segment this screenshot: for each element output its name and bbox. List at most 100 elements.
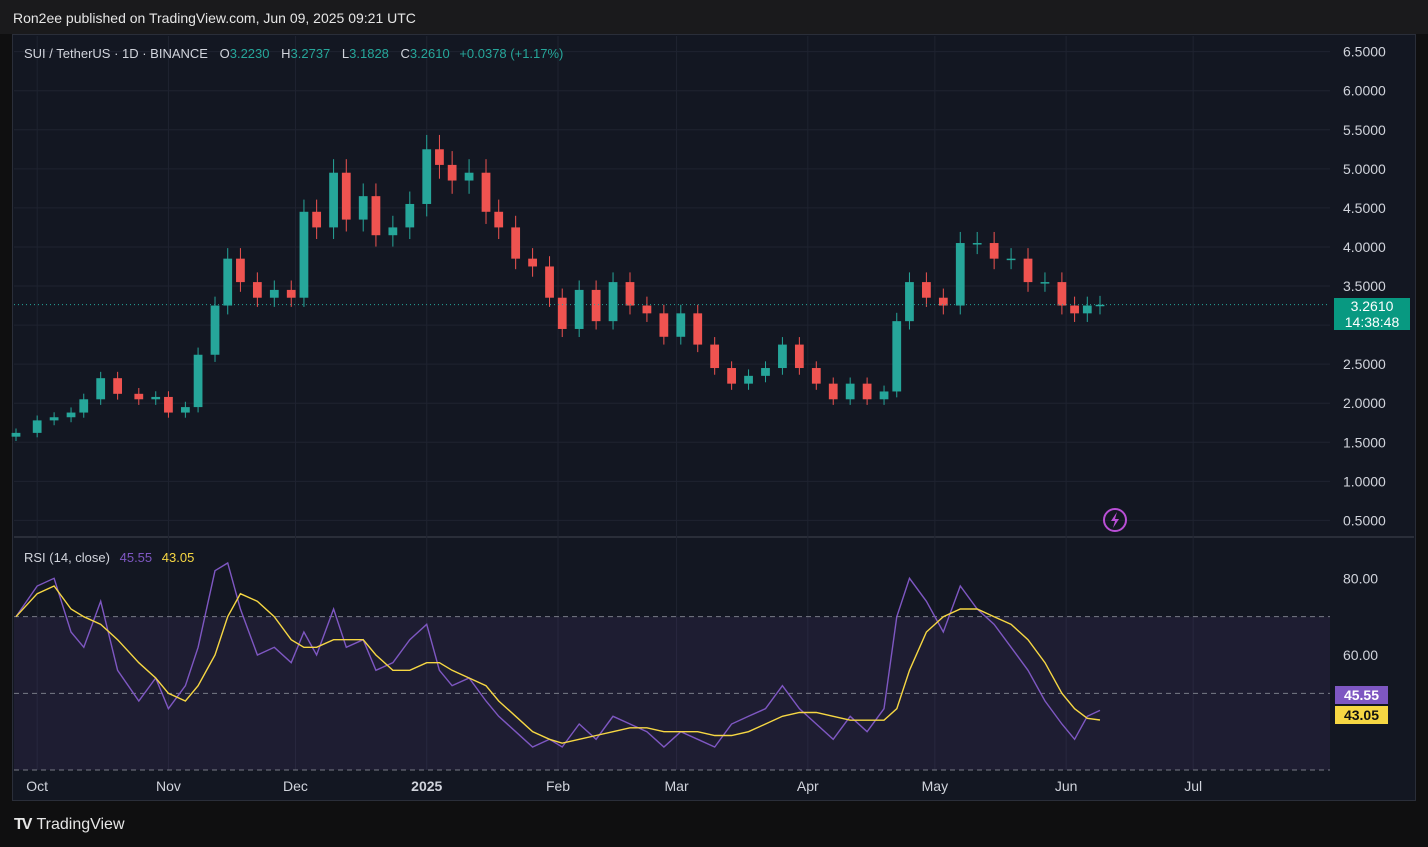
time-tick-label: Oct [26,778,48,794]
candle [151,396,161,400]
last-price-badge: 3.2610 14:38:48 [1334,298,1410,330]
rsi-ma-value: 43.05 [161,550,195,565]
rsi-value-tag: 45.55 [1335,686,1388,704]
rsi-value: 45.55 [119,550,153,565]
close-value: 3.2610 [409,46,450,61]
candle [955,243,965,306]
candle [11,432,21,437]
candle [79,399,89,413]
candle [286,289,296,298]
price-tick-label: 1.5000 [1343,434,1386,450]
price-tick-label: 3.5000 [1343,278,1386,294]
candle [528,258,537,267]
price-tick-label: 1.0000 [1343,473,1386,489]
candle [180,407,190,413]
candle [66,412,76,418]
last-price-value: 3.2610 [1350,298,1394,314]
candle [989,243,999,259]
candle [811,368,821,384]
candle [938,297,948,306]
candle [210,305,220,355]
price-tick-label: 6.0000 [1343,83,1386,99]
rsi-ma-line [15,585,1101,744]
time-tick-label: 2025 [411,778,442,794]
tradingview-logo[interactable]: TV TradingView [14,816,125,834]
price-tick-label: 4.5000 [1343,200,1386,216]
candle [388,227,398,236]
candle [778,344,787,369]
chart-frame[interactable] [12,34,1416,801]
candle [922,282,931,298]
candle [1082,305,1092,314]
top-bar: Ron2ee published on TradingView.com, Jun… [0,0,1428,34]
candle [358,196,368,220]
time-tick-label: Mar [665,778,689,794]
candle [761,368,770,376]
candle [574,289,584,329]
tv-logo-mark: TV [14,816,33,833]
flash-icon-bolt [1111,512,1119,528]
candle [299,211,309,298]
candle [447,164,457,181]
candle [1006,258,1016,261]
brand-name: TradingView [36,816,125,833]
low-value: 3.1828 [349,46,389,61]
flash-icon [1103,508,1127,532]
candle [659,313,669,337]
rsi-label: RSI (14, close) [24,550,110,565]
close-label: C [400,46,410,61]
symbol-legend: SUI / TetherUS · 1D · BINANCE O3.2230 H3… [24,46,563,61]
symbol-pair: SUI / TetherUS · 1D · BINANCE [24,46,208,61]
high-label: H [281,46,291,61]
high-value: 3.2737 [290,46,331,61]
time-tick-label: Apr [797,778,819,794]
footer-bar [0,801,1428,847]
candle [545,266,554,298]
candle [892,321,902,392]
time-tick-label: Dec [283,778,308,794]
rsi-tick-label: 80.00 [1343,570,1378,586]
candle [511,227,521,259]
candle [341,172,351,220]
candle [371,196,381,236]
candle [435,149,444,165]
candle [1023,258,1033,283]
candle [223,258,233,306]
candle [905,282,914,322]
candle [744,375,753,384]
candle [252,282,262,298]
price-tick-label: 4.0000 [1343,239,1386,255]
candle [862,383,872,400]
price-tick-label: 0.5000 [1343,512,1386,528]
time-tick-label: Nov [156,778,181,794]
candle [845,383,855,400]
candle [710,344,720,369]
candle [693,313,703,345]
candle [828,383,838,400]
time-tick-label: Feb [546,778,570,794]
candle [32,420,42,433]
time-tick-label: Jun [1055,778,1078,794]
candle [193,354,203,408]
candle [481,172,491,212]
publish-info: Ron2ee published on TradingView.com, Jun… [13,10,416,26]
candle [727,368,736,384]
candle [972,243,982,245]
candle [113,378,123,394]
candle [557,297,567,329]
price-tick-label: 5.0000 [1343,161,1386,177]
candle [329,172,338,228]
candle [1040,282,1050,284]
candle [591,289,601,322]
candle [164,396,173,413]
price-tick-label: 6.5000 [1343,44,1386,60]
candle [608,282,618,322]
candle [312,211,322,228]
rsi-tick-label: 60.00 [1343,647,1378,663]
price-tick-label: 2.5000 [1343,356,1386,372]
candle [405,203,415,228]
candle [96,378,106,400]
price-tick-label: 5.5000 [1343,122,1386,138]
candle [236,258,245,283]
